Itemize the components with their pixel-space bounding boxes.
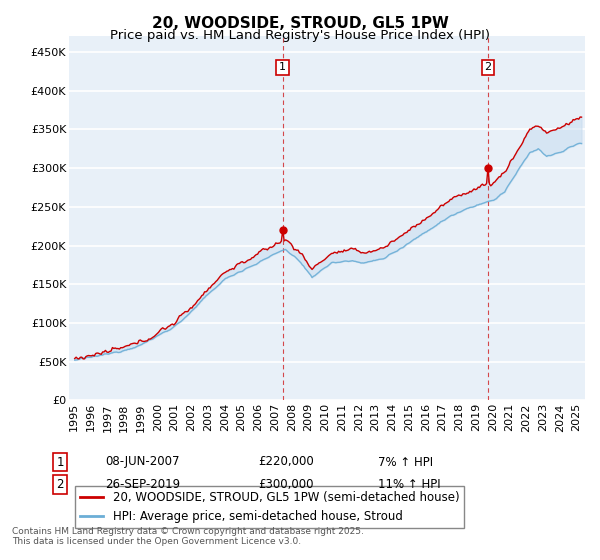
Text: 11% ↑ HPI: 11% ↑ HPI xyxy=(378,478,440,491)
Text: 20, WOODSIDE, STROUD, GL5 1PW: 20, WOODSIDE, STROUD, GL5 1PW xyxy=(152,16,448,31)
Text: Contains HM Land Registry data © Crown copyright and database right 2025.
This d: Contains HM Land Registry data © Crown c… xyxy=(12,526,364,546)
Text: £300,000: £300,000 xyxy=(258,478,314,491)
Text: Price paid vs. HM Land Registry's House Price Index (HPI): Price paid vs. HM Land Registry's House … xyxy=(110,29,490,42)
Text: 08-JUN-2007: 08-JUN-2007 xyxy=(105,455,179,469)
Text: 7% ↑ HPI: 7% ↑ HPI xyxy=(378,455,433,469)
Text: 2: 2 xyxy=(56,478,64,491)
Text: 26-SEP-2019: 26-SEP-2019 xyxy=(105,478,180,491)
Text: 1: 1 xyxy=(56,455,64,469)
Text: £220,000: £220,000 xyxy=(258,455,314,469)
Text: 1: 1 xyxy=(279,62,286,72)
Text: 2: 2 xyxy=(484,62,491,72)
Legend: 20, WOODSIDE, STROUD, GL5 1PW (semi-detached house), HPI: Average price, semi-de: 20, WOODSIDE, STROUD, GL5 1PW (semi-deta… xyxy=(75,487,464,528)
